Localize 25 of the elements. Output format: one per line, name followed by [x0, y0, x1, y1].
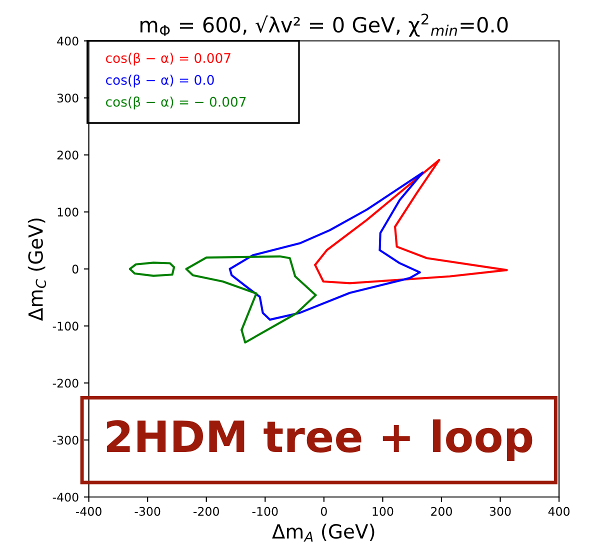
y-tick-label: 300: [57, 94, 78, 103]
text: cos(β − α) = − 0.007: [106, 96, 246, 110]
x-tick-label: 300: [490, 506, 511, 516]
y-tick-label: -100: [52, 322, 78, 331]
x-tick-label: -400: [76, 506, 102, 516]
y-tick-label: 100: [58, 208, 78, 217]
text: cos(β − α) = 0.0: [106, 74, 214, 88]
y-tick-label: 400: [57, 36, 78, 46]
text: cos(β − α) = 0.007: [106, 52, 230, 66]
y-tick-label: 200: [57, 150, 78, 160]
y-axis-title: Δm$_{C}$ (GeV): [28, 218, 46, 321]
y-tick-label: 0: [72, 264, 78, 274]
annotation: 2HDM tree + loop: [106, 419, 532, 461]
x-axis-title: Δm$_{A}$ (GeV): [272, 524, 374, 542]
chart-title: m$_{Φ}$ = 600, √λv² = 0 GeV, χ$^{2}$$_{min}$=0.0: [140, 14, 508, 37]
y-tick-label: -400: [52, 492, 78, 502]
x-tick-label: 0: [320, 506, 327, 516]
x-tick-label: 400: [548, 506, 570, 516]
x-tick-label: 200: [431, 506, 452, 516]
x-tick-label: -100: [252, 506, 278, 516]
y-tick-label: -200: [52, 378, 78, 388]
x-tick-label: -300: [134, 506, 160, 516]
x-tick-label: 100: [372, 506, 394, 516]
x-tick-label: -200: [194, 506, 219, 516]
y-tick-label: -300: [52, 436, 78, 445]
